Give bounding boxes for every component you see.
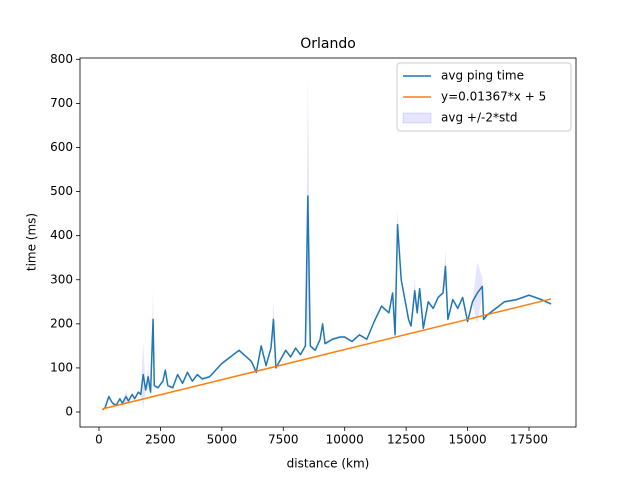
y-tick-label: 100: [50, 360, 73, 374]
x-axis-label: distance (km): [287, 457, 370, 471]
x-tick-label: 5000: [207, 433, 238, 447]
x-tick-label: 10000: [326, 433, 364, 447]
x-tick-label: 2500: [145, 433, 176, 447]
y-tick-label: 600: [50, 140, 73, 154]
x-tick-label: 0: [95, 433, 103, 447]
fit-line: [102, 298, 552, 410]
legend-swatch: [402, 112, 432, 124]
y-tick-label: 300: [50, 272, 73, 286]
axes-frame: [79, 57, 577, 428]
y-tick-label: 500: [50, 184, 73, 198]
legend-label: avg +/-2*std: [441, 111, 518, 125]
y-tick-label: 700: [50, 96, 73, 110]
legend-label: y=0.01367*x + 5: [441, 90, 546, 104]
x-tick-label: 12500: [387, 433, 425, 447]
chart-title: Orlando: [300, 36, 356, 52]
y-axis-label: time (ms): [25, 213, 39, 271]
x-tick-label: 7500: [268, 433, 299, 447]
y-tick-label: 400: [50, 228, 73, 242]
x-tick-label: 15000: [448, 433, 486, 447]
x-tick-label: 17500: [510, 433, 548, 447]
legend-box: [396, 62, 572, 132]
y-tick-label: 200: [50, 316, 73, 330]
legend-label: avg ping time: [441, 69, 524, 83]
y-tick-label: 800: [50, 52, 73, 66]
avg-line: [102, 195, 552, 411]
y-tick-label: 0: [65, 405, 73, 419]
